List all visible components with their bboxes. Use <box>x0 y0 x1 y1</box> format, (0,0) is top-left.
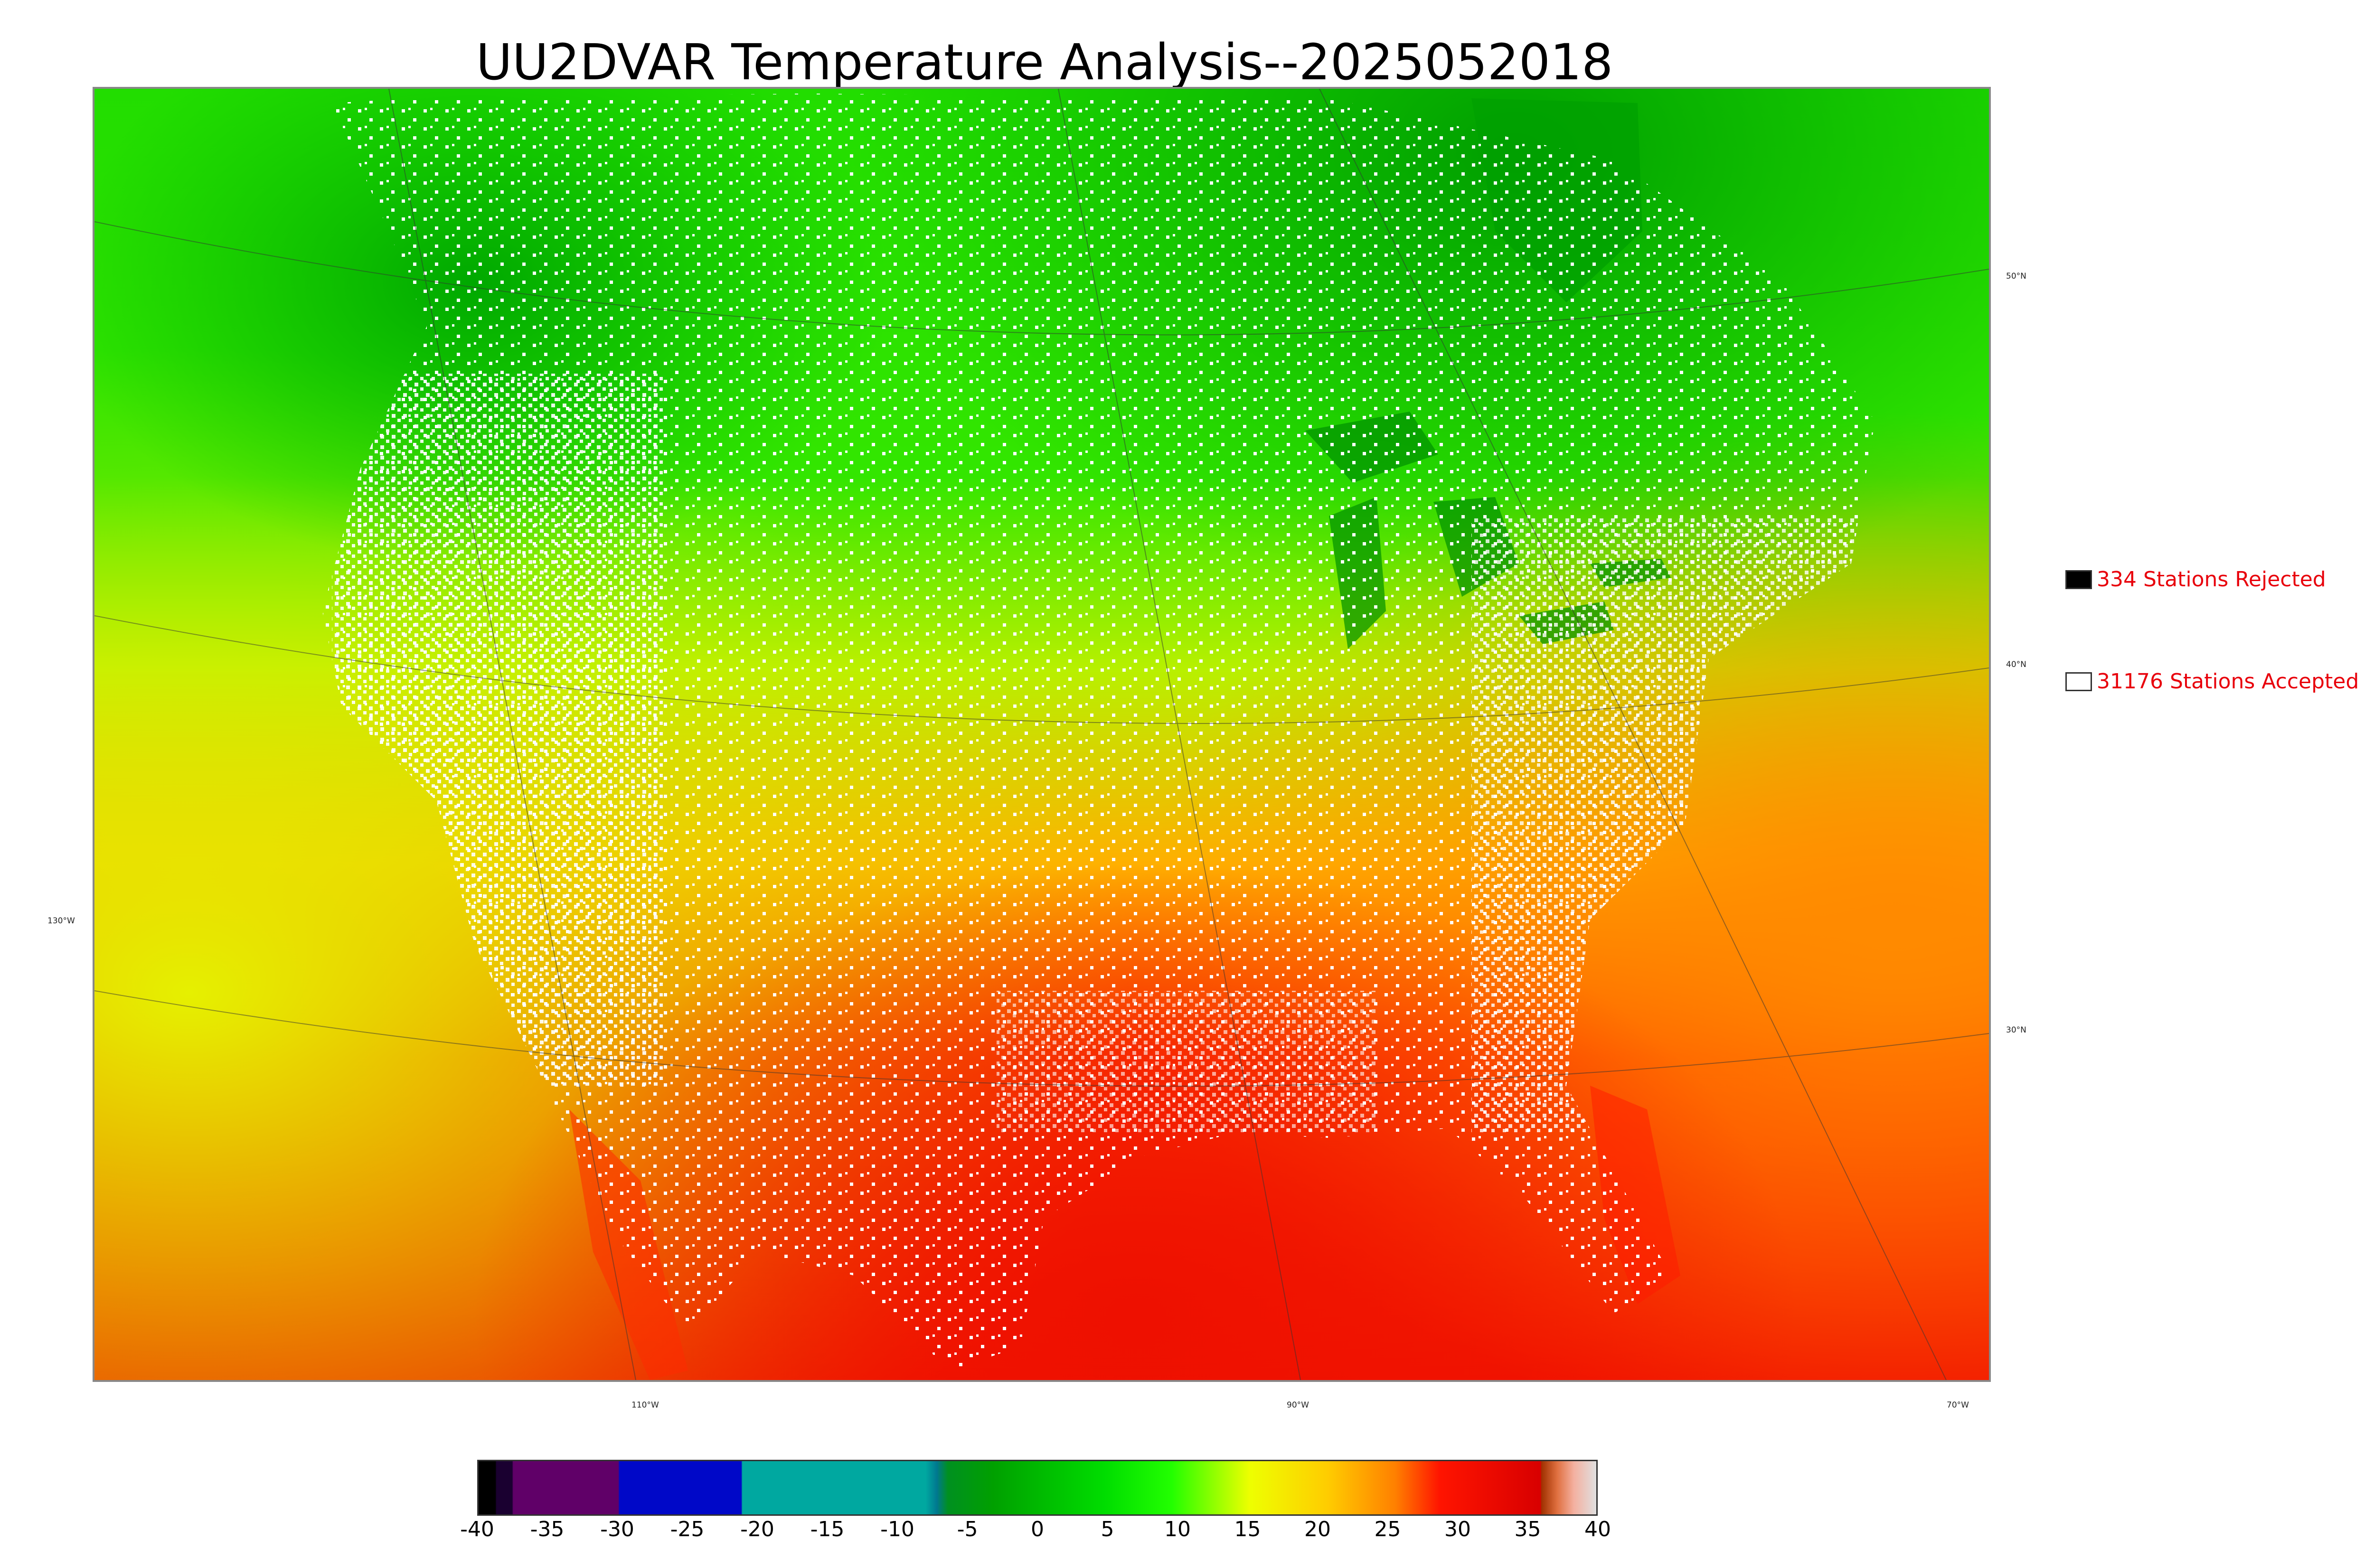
colorbar-tick-label: 25 <box>1374 1517 1401 1541</box>
colorbar-tick-label: 0 <box>1031 1517 1044 1541</box>
colorbar-tick-label: -25 <box>670 1517 705 1541</box>
rejected-label: 334 Stations Rejected <box>2097 567 2326 592</box>
lon-label-90: 90°W <box>1287 1400 1309 1410</box>
colorbar-tick-label: -15 <box>810 1517 845 1541</box>
map-title: UU2DVAR Temperature Analysis--2025052018 <box>476 33 1613 91</box>
colorbar-tick-label: 30 <box>1444 1517 1471 1541</box>
colorbar-tick-label: 40 <box>1584 1517 1611 1541</box>
accepted-swatch <box>2065 672 2092 691</box>
graticule <box>94 89 1989 1380</box>
colorbar-tick-label: 20 <box>1304 1517 1331 1541</box>
colorbar-tick-label: -35 <box>530 1517 565 1541</box>
lon-label-130: 130°W <box>47 916 75 926</box>
temperature-colorbar <box>477 1460 1598 1516</box>
lat-label-50: 50°N <box>2006 272 2026 281</box>
legend-accepted: 31176 Stations Accepted <box>2065 669 2359 694</box>
temperature-field <box>94 89 1989 1380</box>
rejected-swatch <box>2065 570 2092 589</box>
accepted-label: 31176 Stations Accepted <box>2097 669 2359 694</box>
colorbar-tick-label: -5 <box>957 1517 978 1541</box>
legend-rejected: 334 Stations Rejected <box>2065 567 2326 592</box>
colorbar-tick-label: -30 <box>600 1517 634 1541</box>
colorbar-tick-label: 10 <box>1164 1517 1191 1541</box>
lon-label-110: 110°W <box>631 1400 659 1410</box>
lat-label-30: 30°N <box>2006 1025 2026 1035</box>
lat-label-40: 40°N <box>2006 660 2026 669</box>
temperature-map <box>93 87 1991 1382</box>
colorbar-tick-label: -40 <box>460 1517 494 1541</box>
colorbar-tick-label: -20 <box>740 1517 774 1541</box>
colorbar-tick-label: 5 <box>1101 1517 1114 1541</box>
colorbar-tick-label: 35 <box>1514 1517 1541 1541</box>
colorbar-tick-label: 15 <box>1234 1517 1261 1541</box>
colorbar-tick-label: -10 <box>880 1517 914 1541</box>
lon-label-70: 70°W <box>1947 1400 1969 1410</box>
station-markers <box>322 94 1875 1371</box>
